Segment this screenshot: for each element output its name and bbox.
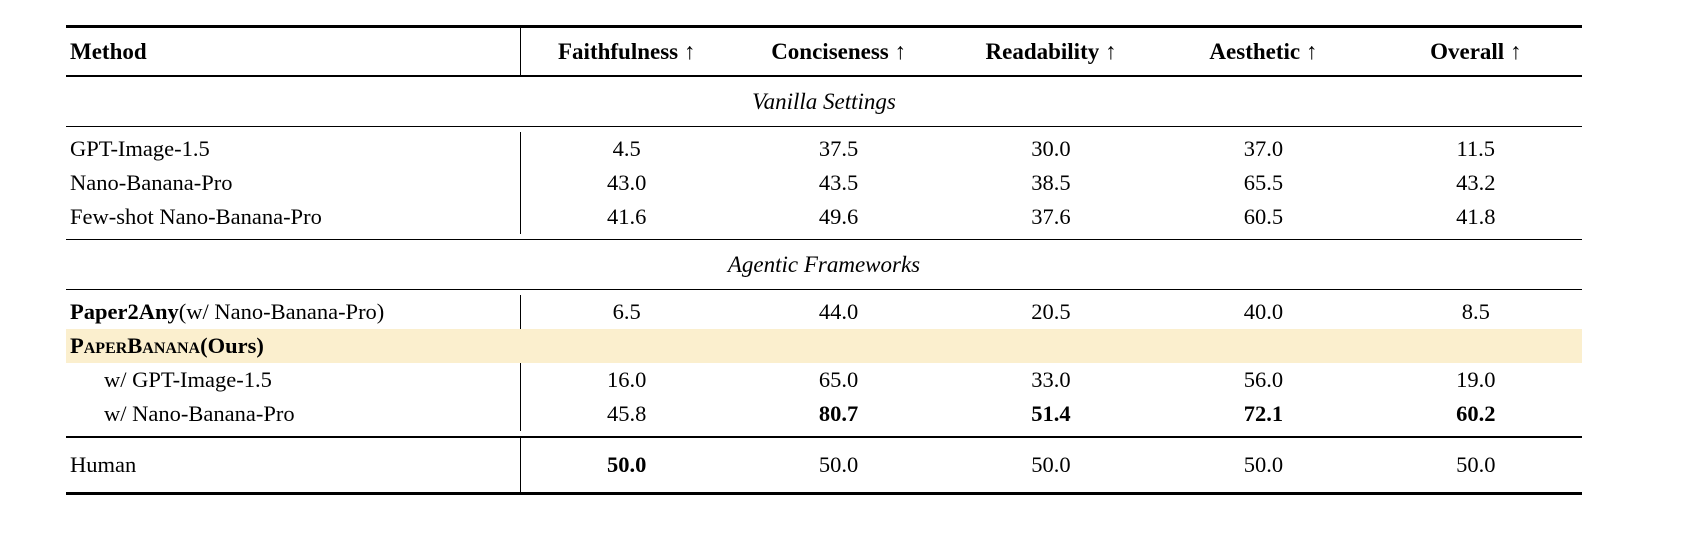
- table-row: Few-shot Nano-Banana-Pro 41.6 49.6 37.6 …: [66, 200, 1582, 234]
- method-cell: PaperBanana (Ours): [66, 329, 1582, 363]
- table-row-human: Human 50.0 50.0 50.0 50.0 50.0: [66, 438, 1582, 492]
- value-cell: 56.0: [1243, 366, 1284, 392]
- value-cell: 43.0: [520, 166, 732, 200]
- method-cell: Nano-Banana-Pro: [70, 169, 233, 195]
- method-cell: Paper2Any (w/ Nano-Banana-Pro): [66, 295, 520, 329]
- value-cell: 65.0: [818, 366, 859, 392]
- value-cell: 38.5: [1031, 169, 1071, 195]
- table-header-row: Method Faithfulness ↑ Conciseness ↑ Read…: [66, 28, 1582, 75]
- value-cell: 44.0: [818, 298, 859, 324]
- table-row: w/ GPT-Image-1.5 16.0 65.0 33.0 56.0 19.…: [66, 363, 1582, 397]
- section-title-agentic-frameworks: Agentic Frameworks: [727, 251, 921, 277]
- footer-top-rule: [66, 436, 1582, 438]
- value-cell: 16.0: [520, 363, 732, 397]
- table-row: Paper2Any (w/ Nano-Banana-Pro) 6.5 44.0 …: [66, 295, 1582, 329]
- value-cell-best: 80.7: [818, 400, 859, 426]
- method-cell: Human: [70, 451, 137, 477]
- value-cell: 19.0: [1456, 366, 1496, 392]
- section-rule: [66, 126, 1582, 127]
- section-title-vanilla-settings: Vanilla Settings: [752, 88, 896, 114]
- vanilla-settings-rows: GPT-Image-1.5 4.5 37.5 30.0 37.0 11.5 Na…: [66, 127, 1582, 239]
- column-header-method: Method: [70, 39, 147, 64]
- value-cell: 50.0: [1031, 451, 1071, 477]
- method-name-smallcaps: PaperBanana: [70, 332, 201, 358]
- table-row: GPT-Image-1.5 4.5 37.5 30.0 37.0 11.5: [66, 132, 1582, 166]
- table-row: w/ Nano-Banana-Pro 45.8 80.7 51.4 72.1 6…: [66, 397, 1582, 431]
- value-cell: 4.5: [520, 132, 732, 166]
- table-bottom-rule: [66, 492, 1582, 495]
- value-cell: 37.5: [818, 135, 859, 161]
- column-header-faithfulness: Faithfulness ↑: [520, 28, 732, 75]
- header-bottom-rule: [66, 75, 1582, 77]
- value-cell: 6.5: [520, 295, 732, 329]
- section-rule: [66, 239, 1582, 240]
- table-row: Nano-Banana-Pro 43.0 43.5 38.5 65.5 43.2: [66, 166, 1582, 200]
- method-name-suffix: (Ours): [200, 332, 264, 358]
- value-cell: 60.5: [1243, 203, 1284, 229]
- method-name-bold: Paper2Any: [70, 298, 179, 324]
- value-cell: 65.5: [1243, 169, 1284, 195]
- value-cell: 37.0: [1243, 135, 1284, 161]
- column-header-readability: Readability ↑: [985, 39, 1117, 64]
- column-header-aesthetic: Aesthetic ↑: [1209, 39, 1318, 64]
- value-cell-best: 72.1: [1243, 400, 1284, 426]
- value-cell: 43.5: [818, 169, 859, 195]
- method-cell: GPT-Image-1.5: [70, 135, 210, 161]
- table-top-rule: [66, 25, 1582, 28]
- column-header-conciseness: Conciseness ↑: [771, 39, 906, 64]
- value-cell: 30.0: [1031, 135, 1071, 161]
- value-cell: 8.5: [1461, 298, 1490, 324]
- value-cell: 45.8: [520, 397, 732, 431]
- value-cell: 40.0: [1243, 298, 1284, 324]
- table-row-ours-highlighted: PaperBanana (Ours): [66, 329, 1582, 363]
- method-cell: w/ GPT-Image-1.5: [104, 366, 272, 392]
- value-cell: 37.6: [1031, 203, 1071, 229]
- value-cell: 43.2: [1456, 169, 1496, 195]
- value-cell: 41.8: [1456, 203, 1496, 229]
- value-cell-best: 50.0: [520, 438, 732, 492]
- column-header-overall: Overall ↑: [1430, 39, 1522, 64]
- agentic-frameworks-rows: Paper2Any (w/ Nano-Banana-Pro) 6.5 44.0 …: [66, 290, 1582, 436]
- value-cell: 11.5: [1456, 135, 1496, 161]
- value-cell: 50.0: [1456, 451, 1496, 477]
- section-rule: [66, 289, 1582, 290]
- value-cell: 50.0: [1243, 451, 1284, 477]
- method-name-suffix: (w/ Nano-Banana-Pro): [178, 298, 385, 324]
- method-cell: w/ Nano-Banana-Pro: [104, 400, 295, 426]
- evaluation-results-table: Method Faithfulness ↑ Conciseness ↑ Read…: [66, 25, 1582, 495]
- value-cell: 41.6: [520, 200, 732, 234]
- value-cell: 33.0: [1031, 366, 1071, 392]
- value-cell-best: 51.4: [1031, 400, 1071, 426]
- value-cell: 49.6: [818, 203, 859, 229]
- value-cell: 20.5: [1031, 298, 1071, 324]
- method-cell: Few-shot Nano-Banana-Pro: [70, 203, 322, 229]
- value-cell-best: 60.2: [1456, 400, 1496, 426]
- value-cell: 50.0: [818, 451, 859, 477]
